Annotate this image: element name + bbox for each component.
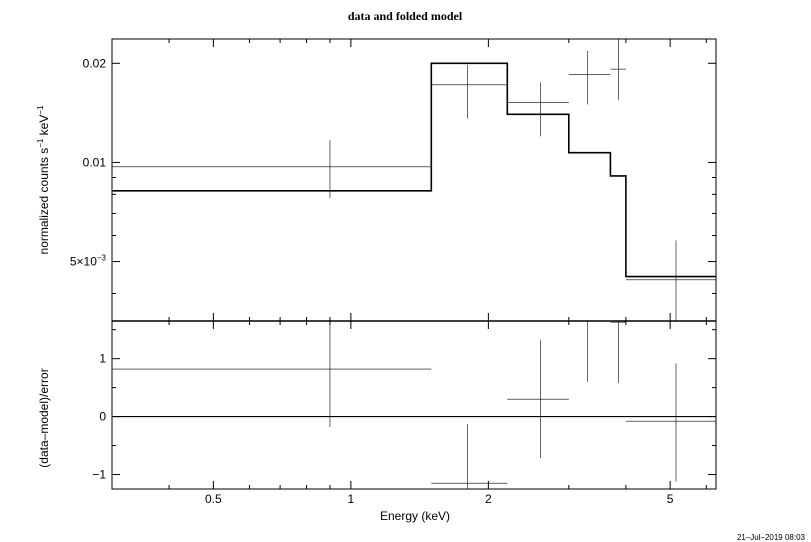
data-point	[625, 240, 716, 321]
data-point	[610, 39, 626, 100]
residual-point	[112, 321, 432, 428]
timestamp: 21–Jul–2019 08:03	[737, 533, 806, 542]
bottom-y-axis-label: (data–model)/error	[37, 368, 51, 467]
top-y-tick-label: 5×10−3	[70, 254, 107, 269]
x-tick-label: 5	[667, 492, 674, 506]
residual-point	[625, 363, 716, 482]
top-y-tick-label: 0.02	[83, 56, 107, 70]
chart-title: data and folded model	[348, 9, 463, 23]
top-y-axis-label-part: keV	[37, 115, 51, 139]
top-y-axis-label-part: normalized counts s	[37, 148, 51, 255]
top-panel: 5×10−3 0.01 0.02	[70, 38, 717, 322]
bottom-panel-frame	[111, 320, 717, 490]
data-point	[568, 50, 611, 105]
data-point	[507, 82, 569, 137]
residual-point	[507, 340, 569, 459]
bottom-y-tick-label: 0	[99, 410, 106, 424]
model-step-line	[112, 62, 716, 278]
data-point	[112, 139, 432, 198]
top-y-tick-label: 0.01	[83, 155, 107, 169]
x-axis: 0.5 1 2 5	[168, 39, 707, 506]
bottom-y-tick-label: −1	[92, 468, 106, 482]
x-tick-label: 2	[485, 492, 492, 506]
bottom-panel: −1 0 1	[92, 320, 717, 490]
residual-point	[610, 321, 626, 383]
top-y-tick-exponent: −3	[97, 254, 107, 263]
top-y-axis-label-sup: −1	[36, 105, 45, 115]
residual-point	[568, 320, 611, 382]
data-point	[431, 64, 508, 119]
x-tick-label: 0.5	[205, 492, 222, 506]
top-y-axis-label: normalized counts s−1 keV−1	[36, 105, 51, 255]
x-axis-label: Energy (keV)	[380, 509, 450, 523]
residual-point	[431, 424, 508, 489]
top-y-axis-label-sup: −1	[36, 138, 45, 148]
bottom-y-tick-label: 1	[99, 352, 106, 366]
x-tick-label: 1	[348, 492, 355, 506]
